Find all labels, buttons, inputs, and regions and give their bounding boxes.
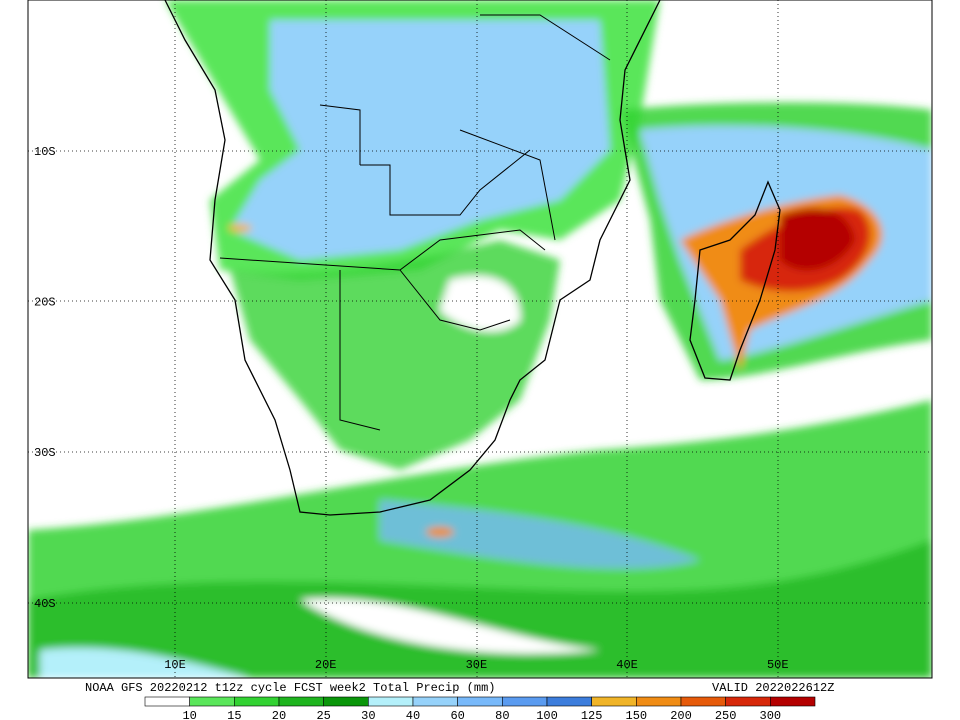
legend-label: 300 [760, 709, 782, 720]
legend-swatch [636, 696, 682, 707]
precip-field [28, 0, 932, 678]
lat-label: 40S [34, 597, 56, 611]
legend-swatch [189, 696, 235, 707]
map-frame [27, 0, 933, 679]
legend-swatch [278, 696, 324, 707]
legend-swatch [770, 696, 816, 707]
legend-label: 250 [715, 709, 737, 720]
legend-swatch [591, 696, 637, 707]
legend-swatch [680, 696, 726, 707]
legend-swatch [412, 696, 458, 707]
lon-label: 50E [767, 658, 789, 672]
legend-swatch [234, 696, 280, 707]
map-title: NOAA GFS 20220212 t12z cycle FCST week2 … [85, 681, 495, 695]
legend-swatch [144, 696, 190, 707]
legend-swatch [546, 696, 592, 707]
legend-label: 150 [626, 709, 648, 720]
graticule [28, 0, 932, 678]
legend-label: 80 [495, 709, 509, 720]
legend-label: 40 [406, 709, 420, 720]
legend-swatch [323, 696, 369, 707]
legend-swatch [725, 696, 771, 707]
legend-label: 60 [450, 709, 464, 720]
legend-swatch [502, 696, 548, 707]
legend-label: 30 [361, 709, 375, 720]
lat-label: 10S [34, 145, 56, 159]
lon-label: 20E [315, 658, 337, 672]
legend-swatch [368, 696, 414, 707]
lat-label: 20S [34, 296, 56, 310]
legend-label: 100 [536, 709, 558, 720]
legend-label: 125 [581, 709, 603, 720]
lat-label: 30S [34, 446, 56, 460]
legend-label: 20 [272, 709, 286, 720]
lon-label: 10E [164, 658, 186, 672]
legend-label: 25 [316, 709, 330, 720]
lon-label: 30E [466, 658, 488, 672]
legend-label: 10 [182, 709, 196, 720]
legend-label: 200 [670, 709, 692, 720]
legend-label: 15 [227, 709, 241, 720]
valid-time: VALID 2022022612Z [712, 681, 834, 695]
lon-label: 40E [616, 658, 638, 672]
legend-swatch [457, 696, 503, 707]
